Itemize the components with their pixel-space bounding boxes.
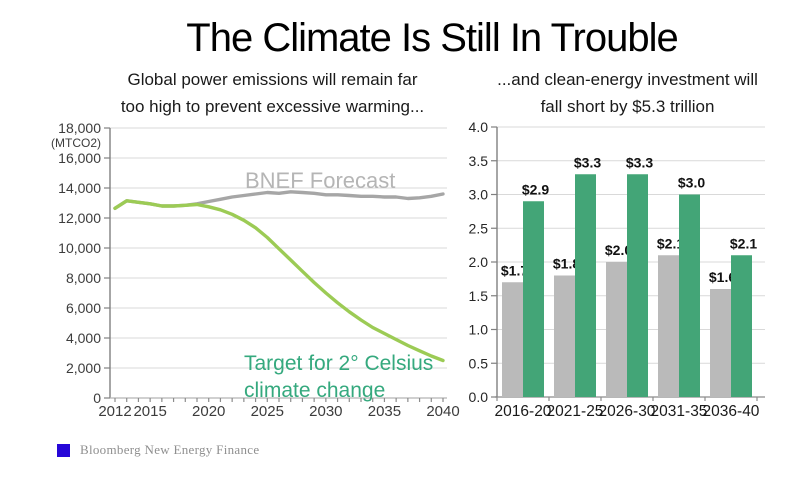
svg-text:$3.3: $3.3 — [574, 154, 601, 170]
svg-text:6,000: 6,000 — [66, 300, 101, 316]
svg-text:4,000: 4,000 — [66, 330, 101, 346]
svg-text:1.0: 1.0 — [469, 322, 489, 338]
svg-text:16,000: 16,000 — [58, 150, 101, 166]
svg-text:3.5: 3.5 — [469, 153, 489, 169]
svg-text:2016-20: 2016-20 — [495, 403, 552, 420]
bloomberg-logo-icon — [57, 443, 70, 457]
svg-text:2035: 2035 — [368, 403, 401, 420]
svg-text:climate change: climate change — [244, 379, 385, 402]
svg-text:3.0: 3.0 — [469, 187, 489, 203]
investment-bar-chart: 0.0 0.5 1.0 1.5 2.0 2.5 3.0 3.5 4.0 2016-20 $1.7 $2… — [469, 119, 765, 420]
svg-text:12,000: 12,000 — [58, 210, 101, 226]
svg-text:8,000: 8,000 — [66, 270, 101, 286]
right-chart-title: ...and clean-energy investment will fall… — [497, 70, 758, 116]
svg-text:$1.6: $1.6 — [709, 269, 736, 285]
svg-text:2015: 2015 — [133, 403, 166, 420]
svg-text:4.0: 4.0 — [469, 119, 489, 135]
svg-text:$3.3: $3.3 — [626, 154, 653, 170]
svg-text:2030: 2030 — [309, 403, 342, 420]
svg-text:$2.1: $2.1 — [730, 235, 757, 251]
svg-text:$2.9: $2.9 — [522, 181, 549, 197]
svg-text:2036-40: 2036-40 — [703, 403, 760, 420]
source-text: Bloomberg New Energy Finance — [80, 442, 260, 457]
svg-text:1.5: 1.5 — [469, 288, 489, 304]
source-attribution: Bloomberg New Energy Finance — [57, 442, 260, 457]
svg-text:$1.7: $1.7 — [501, 262, 528, 278]
svg-text:2020: 2020 — [192, 403, 225, 420]
emissions-line-chart: 0 2,000 4,000 6,000 8,000 10,000 12,000 14,000 1… — [51, 120, 460, 420]
svg-text:0: 0 — [93, 390, 101, 406]
svg-text:$3.0: $3.0 — [678, 175, 705, 191]
svg-text:0.5: 0.5 — [469, 355, 489, 371]
svg-text:2.0: 2.0 — [469, 254, 489, 270]
svg-text:BNEF Forecast: BNEF Forecast — [245, 168, 395, 193]
svg-text:2021-25: 2021-25 — [547, 403, 604, 420]
svg-text:18,000: 18,000 — [58, 120, 101, 136]
page-title: The Climate Is Still In Trouble — [186, 16, 678, 60]
svg-text:$1.8: $1.8 — [553, 256, 580, 272]
svg-text:$2.0: $2.0 — [605, 242, 632, 258]
svg-text:2,000: 2,000 — [66, 360, 101, 376]
left-chart-title: Global power emissions will remain far t… — [120, 70, 425, 116]
svg-text:2012: 2012 — [98, 403, 131, 420]
svg-text:2025: 2025 — [251, 403, 284, 420]
svg-text:2026-30: 2026-30 — [599, 403, 656, 420]
svg-text:Target for 2° Celsius: Target for 2° Celsius — [244, 352, 433, 375]
svg-text:10,000: 10,000 — [58, 240, 101, 256]
svg-text:(MTCO2): (MTCO2) — [51, 136, 101, 150]
svg-text:2031-35: 2031-35 — [651, 403, 708, 420]
svg-text:14,000: 14,000 — [58, 180, 101, 196]
svg-text:2040: 2040 — [426, 403, 459, 420]
svg-text:2.5: 2.5 — [469, 220, 489, 236]
svg-text:0.0: 0.0 — [469, 389, 489, 405]
svg-text:$2.1: $2.1 — [657, 235, 684, 251]
